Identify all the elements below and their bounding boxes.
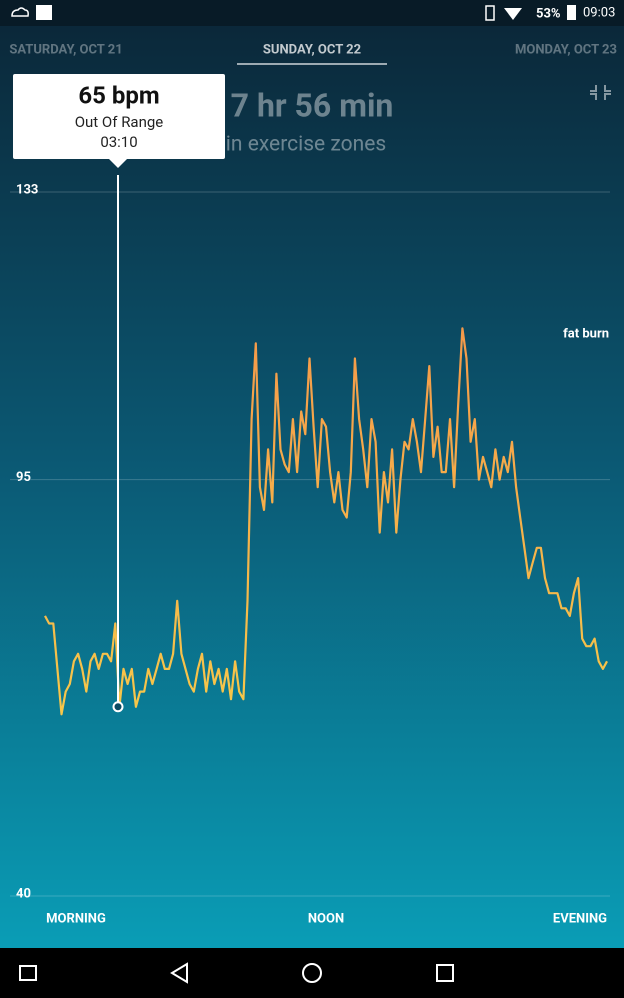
zone-label: fat burn xyxy=(563,326,609,341)
y-tick-label: 40 xyxy=(16,886,31,901)
x-label: NOON xyxy=(308,911,344,926)
tooltip-time: 03:10 xyxy=(100,133,137,151)
chart: 40 95 133 fat burn MORNING NOON EVENING xyxy=(10,175,610,926)
tab-underline xyxy=(237,63,387,65)
y-tick-label: 133 xyxy=(16,182,38,197)
clock: 09:03 xyxy=(583,5,615,20)
app-icon xyxy=(36,5,52,20)
nav-app-icon[interactable] xyxy=(19,965,37,981)
tooltip-zone: Out Of Range xyxy=(75,113,164,131)
nav-back[interactable] xyxy=(170,962,188,984)
collapse-icon[interactable] xyxy=(590,85,611,100)
y-tick-label: 95 xyxy=(16,470,31,485)
wifi-icon xyxy=(504,8,522,20)
x-label: MORNING xyxy=(46,911,106,926)
nav-bar xyxy=(0,948,624,998)
nav-recent[interactable] xyxy=(436,964,454,982)
tooltip-pointer xyxy=(108,158,128,168)
tooltip-box xyxy=(13,74,225,159)
tab-active[interactable]: SUNDAY, OCT 22 xyxy=(263,42,361,57)
x-label: EVENING xyxy=(553,911,607,926)
vibrate-icon xyxy=(485,5,495,21)
battery-percent: 53% xyxy=(536,6,561,21)
tooltip: 65 bpm Out Of Range 03:10 xyxy=(13,74,225,168)
nav-home[interactable] xyxy=(302,963,322,983)
tab[interactable]: SATURDAY, OCT 21 xyxy=(9,42,122,57)
duration: 7 hr 56 min xyxy=(231,86,394,124)
battery-icon xyxy=(567,5,576,20)
status-bar xyxy=(0,0,624,26)
tooltip-value: 65 bpm xyxy=(78,81,159,109)
cloud-icon xyxy=(11,7,29,17)
tab[interactable]: MONDAY, OCT 23 xyxy=(515,42,617,57)
heart-rate-line xyxy=(44,327,608,716)
caption: in exercise zones xyxy=(226,133,386,157)
selected-point xyxy=(112,701,124,713)
